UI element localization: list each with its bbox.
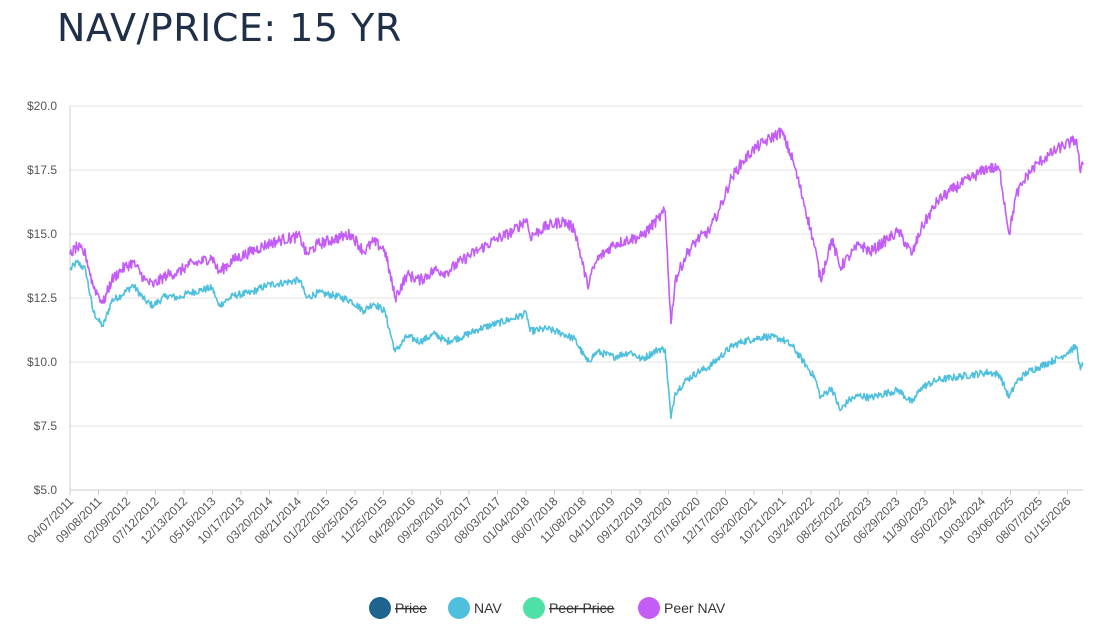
legend-item-peer-nav[interactable]: Peer NAV [638, 597, 726, 619]
legend-marker [369, 597, 391, 619]
legend-label: Peer Price [549, 600, 615, 616]
y-gridlines [69, 105, 1083, 491]
y-tick-label: $12.5 [27, 291, 57, 305]
y-axis-ticks: $5.0 $7.5 $10.0 $12.5 $15.0 $17.5 $20.0 [27, 99, 57, 497]
y-tick-label: $15.0 [27, 227, 57, 241]
legend-label: Price [395, 600, 427, 616]
y-tick-label: $20.0 [27, 99, 57, 113]
series-line-nav [69, 259, 1084, 420]
y-tick-label: $5.0 [34, 483, 58, 497]
legend-marker [638, 597, 660, 619]
y-tick-label: $17.5 [27, 163, 57, 177]
y-tick-label: $10.0 [27, 355, 57, 369]
legend-marker [523, 597, 545, 619]
x-axis-ticks: 04/07/201109/08/201102/09/201207/12/2012… [24, 490, 1074, 547]
chart-title: NAV/PRICE: 15 YR [57, 6, 402, 50]
legend-label: Peer NAV [664, 600, 726, 616]
series-lines [69, 127, 1084, 420]
legend[interactable]: Price NAV Peer Price Peer NAV [369, 597, 726, 619]
legend-label: NAV [474, 600, 502, 616]
series-line-peer-nav [69, 127, 1084, 325]
legend-item-nav[interactable]: NAV [448, 597, 502, 619]
y-tick-label: $7.5 [34, 419, 58, 433]
legend-marker [448, 597, 470, 619]
legend-item-peer-price[interactable]: Peer Price [523, 597, 615, 619]
legend-item-price[interactable]: Price [369, 597, 427, 619]
